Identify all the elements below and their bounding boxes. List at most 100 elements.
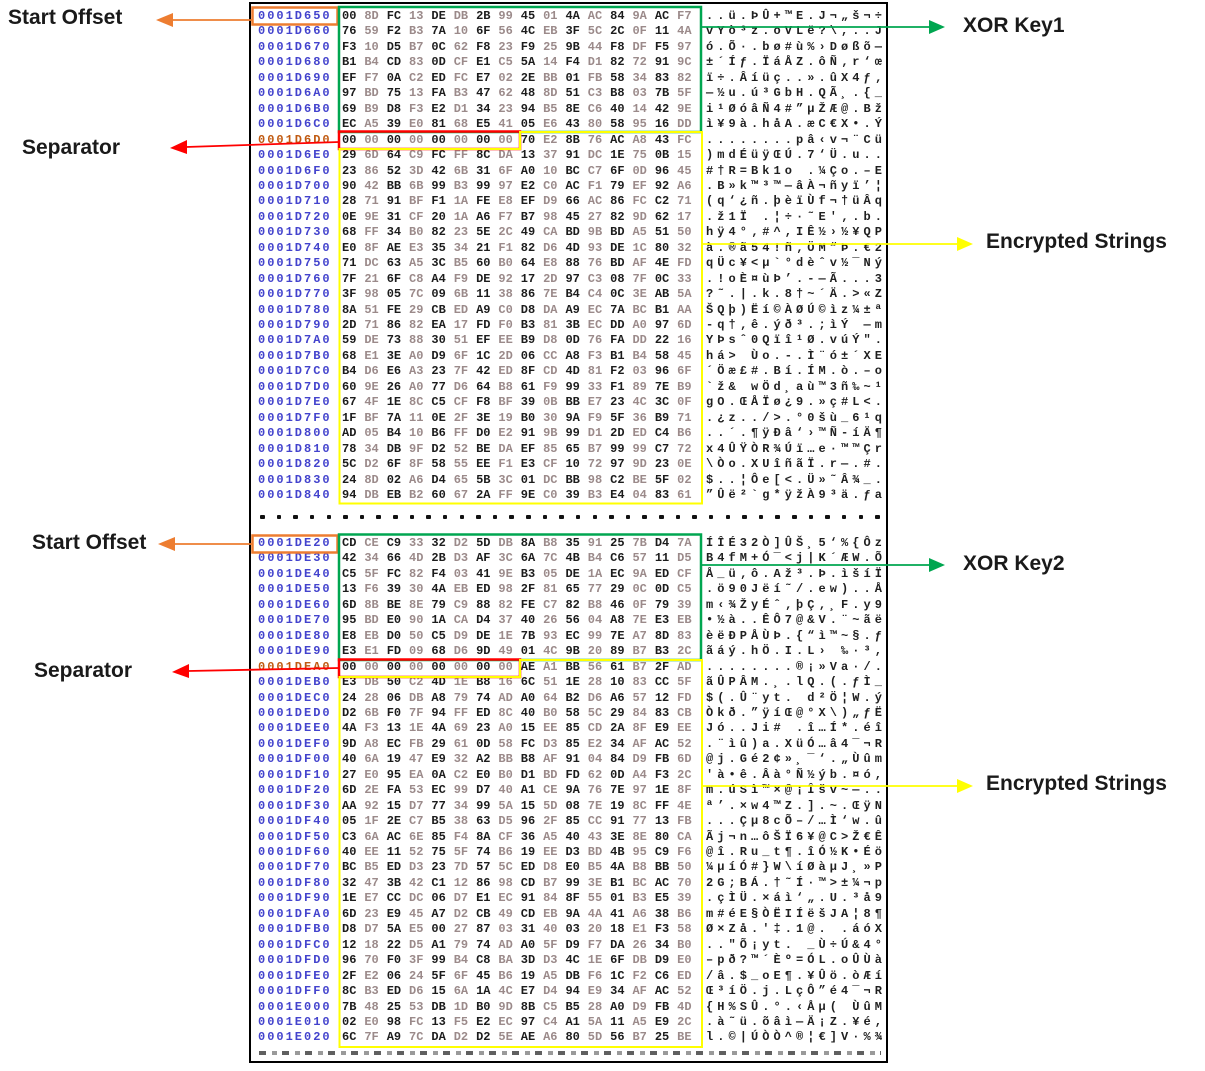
row-hex-bytes[interactable]: 6D 23 E9 45 A7 D2 CB 49 CD EB 9A 4A 41 A6 38 B6: [342, 906, 692, 921]
row-ascii[interactable]: .ž1Ï .¦÷·˜E'‚.b.: [706, 209, 887, 224]
row-ascii[interactable]: ”Ûë²`g*ÿžÀ9³ä.ƒa: [706, 487, 887, 502]
row-hex-bytes[interactable]: 95 BD E0 90 1A CA D4 37 40 26 56 04 A8 7E E3 EB: [342, 613, 692, 628]
row-hex-bytes[interactable]: B1 B4 CD 83 0D CF E1 C5 5A 14 F4 D1 82 72 91 9C: [342, 55, 692, 70]
row-hex-bytes[interactable]: 24 28 06 DB A8 79 74 AD A0 64 B2 D6 A6 57 12 FD: [342, 690, 692, 705]
row-hex-bytes[interactable]: 7B 48 25 53 DB 1D B0 9D 8B C5 B5 28 A0 D9 FB 4D: [342, 999, 692, 1014]
row-ascii[interactable]: há> Ùo.-.Ì¨ó±´XE: [706, 348, 887, 363]
row-ascii[interactable]: vYò³z.oVLë?\,..J: [706, 24, 887, 39]
row-ascii[interactable]: –pð?™´Èº=ÓL.oÛÙà: [706, 953, 887, 968]
row-hex-bytes[interactable]: E3 E1 FD 09 68 D6 9D 49 01 4C 9B 20 89 B7 B3 2C: [342, 644, 692, 659]
row-ascii[interactable]: .."Õ¡yt. _Ù÷Ú&4°: [706, 937, 887, 952]
row-hex-bytes[interactable]: E8 EB D0 50 C5 D9 DE 1E 7B 93 EC 99 7E A7 8D 83: [342, 628, 692, 643]
row-hex-bytes[interactable]: 71 DC 63 A5 3C B5 60 B0 64 E8 88 76 BD AF 4E FD: [342, 256, 692, 271]
row-ascii[interactable]: $(.Û¨yt. d²Ö¦W.ý: [706, 690, 887, 705]
row-ascii[interactable]: —½u.ú³GbH.QÃ¸.{_: [706, 86, 887, 101]
row-ascii[interactable]: Jó..Ji# .î…Í*.éî: [706, 721, 887, 736]
row-ascii[interactable]: 'à•ê.Âà°Ñ½ýb.¤ó,: [706, 767, 887, 782]
row-hex-bytes[interactable]: D8 D7 5A E5 00 27 87 03 31 40 03 20 18 E1 F3 58: [342, 922, 692, 937]
row-ascii[interactable]: ........®¡»Va·/.: [706, 659, 887, 674]
row-hex-bytes[interactable]: C5 5F FC 82 F4 03 41 9E B3 05 DE 1A EC 9A ED CF: [342, 566, 692, 581]
row-hex-bytes[interactable]: 90 42 BB 6B 99 B3 99 97 E2 C0 AC F1 79 EF 92 A6: [342, 178, 692, 193]
row-ascii[interactable]: B4fM+Ó¯<j|K´ÆW.Õ: [706, 551, 887, 566]
row-hex-bytes[interactable]: CD CE C9 33 32 D2 5D DB 8A B8 35 91 25 7B D4 7A: [342, 536, 692, 550]
row-hex-bytes[interactable]: F3 10 D5 B7 0C 62 F8 23 F9 25 9B 44 F8 DF F5 97: [342, 39, 692, 54]
row-hex-bytes[interactable]: 5C D2 6F 8F 58 55 EE F1 E3 CF 10 72 97 9D 23 0E: [342, 457, 692, 472]
row-hex-bytes[interactable]: 97 BD 75 13 FA B3 47 62 48 8D 51 C3 B8 03 7B 5F: [342, 86, 692, 101]
row-ascii[interactable]: à.®ã54!ñ‚ÖM“Þ.€2: [706, 240, 887, 255]
row-hex-bytes[interactable]: 1F BF 7A 11 0E 2F 3E 19 B0 30 9A F9 5F 36 B9 71: [342, 410, 692, 425]
row-ascii[interactable]: YÞsˆ0Qïî¹Ø.vúÝ".: [706, 333, 887, 348]
row-hex-bytes[interactable]: 40 EE 11 52 75 5F 74 B6 19 EE D3 BD 4B 95 C9 F6: [342, 845, 692, 859]
row-ascii[interactable]: {H%SÛ.°.‹Åµ( ÙûM: [706, 999, 887, 1014]
row-hex-bytes[interactable]: 94 DB EB B2 60 67 2A FF 9E C0 39 B3 E4 04 83 61: [342, 487, 692, 502]
row-ascii[interactable]: l.©|ÚÒÒ^®¦€]V·%¾: [706, 1030, 887, 1045]
row-hex-bytes[interactable]: 05 1F 2E C7 B5 38 63 D5 96 2F 85 CC 91 77 13 FB: [342, 814, 692, 829]
row-ascii[interactable]: m.úSì™×@¡Îšv~—..: [706, 783, 887, 798]
row-hex-bytes[interactable]: 13 F6 39 30 4A EB ED 98 2F 81 65 77 29 0C 0D C5: [342, 582, 692, 597]
row-hex-bytes[interactable]: 6C 7F A9 7C DA D2 D2 5E AE A6 80 5D 56 B7 25 BE: [342, 1030, 692, 1045]
row-hex-bytes[interactable]: C3 6A AC 6E 85 F4 8A CF 36 A5 40 43 3E 8E 80 CA: [342, 829, 692, 844]
row-ascii[interactable]: Ø×Zå.'‡.1@. .áóX: [706, 922, 887, 937]
row-hex-bytes[interactable]: 78 34 DB 9F D2 52 BE DA EF 85 65 B7 99 99 C7 72: [342, 441, 692, 456]
row-hex-bytes[interactable]: AD 05 B4 10 B6 FF D0 E2 91 9B 99 D1 2D ED C4 B6: [342, 426, 692, 441]
row-ascii[interactable]: i¹ØóâÑ4#”µŽÆ@.Bž: [706, 101, 887, 116]
row-hex-bytes[interactable]: 00 00 00 00 00 00 00 00 AE A1 BB 56 61 B7 2F AD: [342, 659, 692, 674]
row-hex-bytes[interactable]: EC A5 39 E0 81 68 E5 41 05 E6 43 80 58 95 16 DD: [342, 117, 692, 132]
row-ascii[interactable]: @j.Gé2¢»¸¯‘.„Ùûm: [706, 752, 887, 767]
row-hex-bytes[interactable]: 23 86 52 3D 42 6B 31 6F A0 10 BC C7 6F 0D 96 45: [342, 163, 692, 178]
row-hex-bytes[interactable]: 32 47 3B 42 C1 12 86 98 CD B7 99 3E B1 BC AC 70: [342, 875, 692, 890]
row-hex-bytes[interactable]: 29 6D 64 C9 FC FF 8C DA 13 37 91 DC 1E 75 0B 15: [342, 148, 692, 163]
row-hex-bytes[interactable]: 27 E0 95 EA 0A C2 E0 B0 D1 BD FD 62 0D A4 F3 2C: [342, 767, 692, 782]
row-hex-bytes[interactable]: E3 DB 50 C2 4D 1E B8 16 6C 51 1E 28 10 83 CC 5F: [342, 675, 692, 690]
row-hex-bytes[interactable]: 12 18 22 D5 A1 79 74 AD A0 5F D9 F7 DA 26 34 B0: [342, 937, 692, 952]
row-ascii[interactable]: ãáý.hÖ.I.L› ‰·³,: [706, 644, 887, 659]
row-ascii[interactable]: Œ³íÖ.j.LçÔ”é4¯¬R: [706, 984, 887, 999]
row-hex-bytes[interactable]: 67 4F 1E 8C C5 CF F8 BF 39 0B BB E7 23 4C 3C 0F: [342, 395, 692, 410]
row-ascii[interactable]: ª’.×w4™Z.].~.ŒÿN: [706, 798, 887, 813]
row-hex-bytes[interactable]: 40 6A 19 47 E9 32 A2 BB B8 AF 91 04 84 D9 FB 6D: [342, 752, 692, 767]
row-ascii[interactable]: )mdÉüÿŒÚ.7‘Ü.u..: [706, 148, 887, 163]
row-hex-bytes[interactable]: 6D 2E FA 53 EC 99 D7 40 A1 CE 9A 76 7E 97 1E 8F: [342, 783, 692, 798]
row-hex-bytes[interactable]: 3F 98 05 7C 09 6B 11 38 86 7E B4 C4 0C 3E AB 5A: [342, 287, 692, 302]
row-ascii[interactable]: Òkð.”ÿíŒ@°X\)„ƒË: [706, 705, 887, 720]
row-hex-bytes[interactable]: 68 E1 3E A0 D9 6F 1C 2D 06 CC A8 F3 B1 B4 58 45: [342, 348, 692, 363]
row-ascii[interactable]: ..ü.ÞÛ+™E.J¬„š¬÷: [706, 9, 887, 23]
row-hex-bytes[interactable]: 4A F3 13 1E 4A 69 23 A0 15 EE 85 CD 2A 8F E9 EE: [342, 721, 692, 736]
row-ascii[interactable]: Ãj¬n…ôŠÏ6¥@C>Ž€Ê: [706, 829, 887, 844]
row-ascii[interactable]: .B»k™³™—âÀ¬ñyï’¦: [706, 178, 887, 193]
row-hex-bytes[interactable]: BC B5 ED D3 23 7D 57 5C ED D8 E0 B5 4A B8 BB 50: [342, 860, 692, 875]
row-ascii[interactable]: ´Öæ£#.Bí.ÍM.ò.–o: [706, 364, 887, 379]
row-ascii[interactable]: ..´.¶ÿÐâ‘›™Ñ-íÄ¶: [706, 426, 887, 441]
row-ascii[interactable]: èëÐPÅÙÞ.{“ì™~§.ƒ: [706, 628, 887, 643]
row-ascii[interactable]: .!oÈ¤ùÞ’.-—Ã...3: [706, 271, 887, 286]
row-ascii[interactable]: ¼µíÓ#}W\íØàµJ¸»P: [706, 860, 887, 875]
row-ascii[interactable]: `ž& wÖd¸aù™3ñ‰~¹: [706, 379, 887, 394]
row-hex-bytes[interactable]: 60 9E 26 A0 77 D6 64 B8 61 F9 99 33 F1 89 7E B9: [342, 379, 692, 394]
row-ascii[interactable]: hÿ4°‚#^,IÊ½›½¥QP: [706, 225, 887, 240]
row-hex-bytes[interactable]: 8A 51 FE 29 CB ED A9 C0 D8 DA A9 EC 7A BC B1 AA: [342, 302, 692, 317]
row-ascii[interactable]: (q‘¿ñ.þèïÙf¬†üÂq: [706, 194, 887, 209]
row-hex-bytes[interactable]: E0 8F AE E3 35 34 21 F1 82 D6 4D 93 DE 1C 80 32: [342, 240, 692, 255]
row-ascii[interactable]: /â.$_oE¶.¥Ûö.òÆí: [706, 968, 887, 983]
row-ascii[interactable]: .çÌÜ.×áì‘„.U.³å9: [706, 891, 887, 906]
row-ascii[interactable]: ï÷.Âíüç..».ûX4ƒ‚: [706, 70, 887, 85]
row-ascii[interactable]: ±´Íƒ.ÏáÅZ.ôÑ‚r‘œ: [706, 55, 887, 70]
row-ascii[interactable]: -q†‚ê.ýð³.;ìÝ —m: [706, 318, 887, 332]
row-ascii[interactable]: m#éE§ÒËIÍëšJA¦8¶: [706, 906, 887, 921]
row-hex-bytes[interactable]: 9D A8 EC FB 29 61 0D 58 FC D3 85 E2 34 AF AC 52: [342, 736, 692, 751]
row-ascii[interactable]: 2G;BÁ.†˜Í·™>±¼¬p: [706, 875, 887, 890]
row-hex-bytes[interactable]: 42 34 66 4D 2B D3 AF 3C 6A 7C 4B B4 C6 57 11 D5: [342, 551, 692, 566]
hex-editor-panel[interactable]: 0001D650 00 8D FC 13 DE DB 2B 99 45 01 4A AC 84 9A AC F7…: [249, 2, 888, 1063]
row-ascii[interactable]: ...Çµ8cÕ–/…Ì‘w.û: [706, 814, 887, 829]
row-hex-bytes[interactable]: 0E 9E 31 CF 20 1A A6 F7 B7 98 45 27 82 9D 62 17: [342, 209, 692, 224]
row-ascii[interactable]: $..¦Ôe[<.Ü»˜Â¾_.: [706, 472, 887, 487]
row-hex-bytes[interactable]: 28 71 91 BF F1 1A FE E8 EF D9 66 AC 86 FC C2 71: [342, 194, 692, 209]
row-ascii[interactable]: x4ÛŸÒR¾Úï…e·™™Çr: [706, 441, 887, 456]
row-hex-bytes[interactable]: 69 B9 D8 F3 E2 D1 34 23 94 B5 8E C6 40 14 42 9E: [342, 101, 692, 116]
row-hex-bytes[interactable]: 00 8D FC 13 DE DB 2B 99 45 01 4A AC 84 9A AC F7: [342, 9, 692, 23]
row-hex-bytes[interactable]: D2 6B F0 7F 94 FF ED 8C 40 B0 58 5C 29 84 83 CB: [342, 705, 692, 720]
row-hex-bytes[interactable]: 96 70 F0 3F 99 B4 C8 BA 3D D3 4C 1E 6F DB D9 E0: [342, 953, 692, 968]
row-ascii[interactable]: ãÛPÂM.¸.lQ.(.ƒÌ_: [706, 675, 887, 690]
row-ascii[interactable]: .à˜ü.õâì—Ä¡Z.¥é,: [706, 1014, 887, 1029]
row-ascii[interactable]: ........pâ‹v¬¨Cü: [706, 132, 887, 147]
